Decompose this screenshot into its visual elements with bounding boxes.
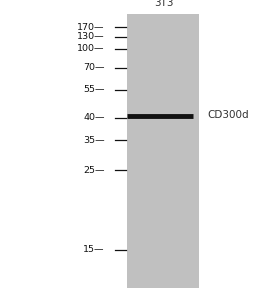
Text: 70—: 70— (83, 63, 105, 72)
Text: CD300d: CD300d (207, 110, 249, 121)
Text: 130—: 130— (77, 32, 105, 41)
Text: 3T3: 3T3 (155, 0, 174, 8)
Text: 40—: 40— (83, 113, 105, 122)
Bar (127, 14, 199, 288)
Text: 170—: 170— (77, 22, 105, 32)
Text: 15—: 15— (83, 245, 105, 254)
Text: 100—: 100— (77, 44, 105, 53)
Text: 25—: 25— (83, 166, 105, 175)
Text: 35—: 35— (83, 136, 105, 145)
Text: 55—: 55— (83, 85, 105, 94)
